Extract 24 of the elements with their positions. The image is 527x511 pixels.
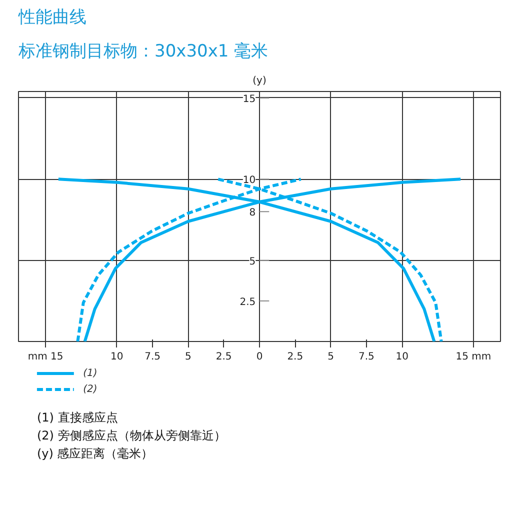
x-tick-label: 5 — [328, 352, 334, 362]
chart-subtitle: 标准钢制目标物：30x30x1 毫米 — [18, 42, 268, 62]
text: (2) 旁侧感应点（物体从旁侧靠近） — [36, 428, 226, 442]
x-tick-label: mm 15 — [28, 352, 64, 362]
x-tick-label: 2.5 — [287, 352, 304, 362]
y-tick-label: 8 — [249, 208, 256, 219]
y-tick-label: 2.5 — [240, 296, 256, 308]
x-tick-label: 2.5 — [216, 352, 232, 362]
x-tick-label: 15 mm — [456, 352, 492, 362]
y-axis-title: (y) — [252, 76, 266, 86]
x-tick-label: 5 — [185, 352, 192, 362]
x-tick-label: 7.5 — [144, 352, 160, 362]
x-tick-label: 10 — [396, 352, 408, 362]
y-tick-label: 10 — [242, 175, 256, 186]
legend-label: (2) — [83, 384, 98, 395]
chart-title: 性能曲线 — [18, 8, 86, 28]
y-tick-label: 15 — [242, 94, 256, 105]
y-tick-label: 5 — [249, 256, 256, 268]
x-tick-label: 0 — [256, 352, 263, 362]
text: (1) 直接感应点 — [36, 410, 118, 424]
x-tick-label: 10 — [110, 352, 124, 362]
legend-label: (1) — [83, 368, 98, 379]
x-tick-label: 7.5 — [358, 352, 374, 362]
text: (y) 感应距离（毫米） — [36, 446, 154, 460]
